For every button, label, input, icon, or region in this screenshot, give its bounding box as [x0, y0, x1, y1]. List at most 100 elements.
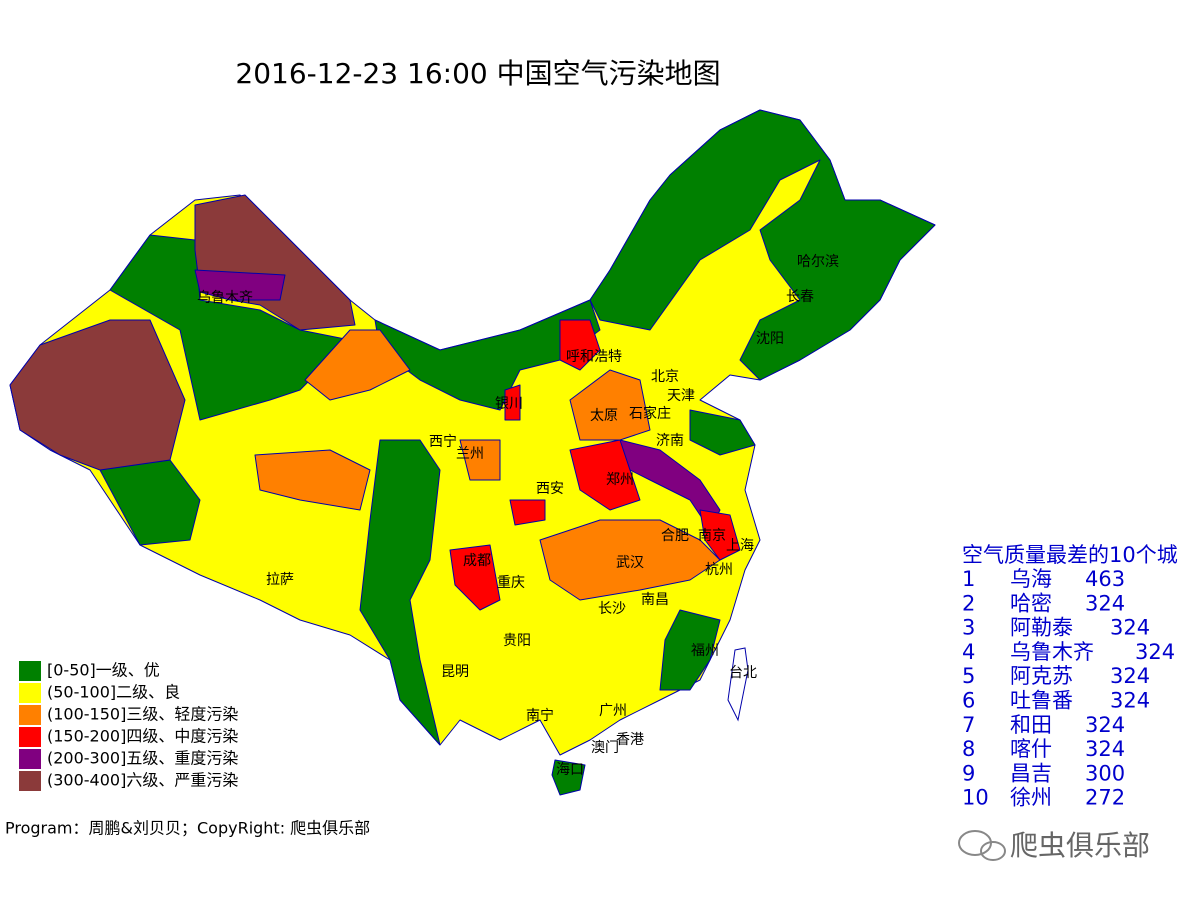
legend-label: (300-400]六级、严重污染 [47, 771, 238, 790]
rank-number: 4 [962, 640, 975, 664]
city-label: 杭州 [705, 562, 733, 578]
rank-city: 喀什 [1010, 737, 1052, 761]
city-label: 哈尔滨 [797, 254, 839, 270]
city-label: 北京 [651, 369, 679, 385]
rank-city: 阿克苏 [1010, 664, 1073, 688]
rank-number: 6 [962, 689, 975, 713]
rank-number: 1 [962, 567, 975, 591]
city-label: 成都 [463, 553, 491, 569]
rank-aqi: 324 [1085, 591, 1125, 615]
rank-aqi: 324 [1110, 664, 1150, 688]
city-label: 长春 [786, 289, 814, 305]
legend-swatch [19, 771, 41, 791]
city-label: 武汉 [616, 555, 644, 571]
rank-city: 阿勒泰 [1010, 616, 1073, 640]
city-label: 郑州 [606, 472, 634, 488]
city-label: 香港 [616, 732, 644, 748]
legend-label: (100-150]三级、轻度污染 [47, 705, 238, 724]
legend-swatch [19, 749, 41, 769]
city-label: 西宁 [429, 433, 457, 450]
watermark: 爬虫俱乐部 [1010, 829, 1150, 862]
city-label: 南昌 [641, 592, 669, 608]
region [659, 609, 721, 691]
region [559, 319, 601, 371]
regions [9, 109, 936, 796]
region [459, 439, 501, 481]
region [359, 439, 441, 746]
city-label: 台北 [729, 665, 757, 681]
rank-aqi: 272 [1085, 786, 1125, 810]
rank-number: 5 [962, 664, 975, 688]
rank-number: 8 [962, 737, 975, 761]
city-label: 兰州 [456, 446, 484, 462]
region [304, 329, 411, 401]
watermark-icon [958, 830, 1006, 861]
legend-swatch [19, 727, 41, 747]
city-label: 长沙 [598, 601, 626, 617]
city-label: 昆明 [441, 664, 469, 680]
city-label: 拉萨 [266, 572, 294, 588]
city-label: 上海 [726, 538, 754, 554]
city-label: 南宁 [526, 707, 554, 724]
rank-city: 吐鲁番 [1010, 689, 1073, 713]
rank-aqi: 324 [1135, 640, 1175, 664]
city-label: 济南 [656, 433, 684, 449]
rank-aqi: 324 [1110, 616, 1150, 640]
city-label: 合肥 [661, 528, 689, 544]
legend-label: (200-300]五级、重度污染 [47, 749, 238, 768]
city-label: 海口 [556, 762, 584, 778]
region [374, 299, 601, 411]
rank-number: 2 [962, 591, 975, 615]
legend: [0-50]一级、优 (50-100]二级、良 (100-150]三级、轻度污染 (1… [19, 661, 238, 791]
island [727, 647, 749, 722]
city-label: 贵阳 [503, 633, 531, 649]
region [539, 519, 721, 601]
city-label: 太原 [590, 408, 618, 424]
region [509, 499, 546, 526]
rank-city: 乌鲁木齐 [1010, 640, 1094, 664]
rank-number: 7 [962, 713, 975, 737]
legend-swatch [19, 683, 41, 703]
legend-label: [0-50]一级、优 [47, 661, 160, 680]
legend-swatch [19, 705, 41, 725]
title: 2016-12-23 16:00 中国空气污染地图 [235, 57, 720, 90]
region [589, 109, 936, 381]
rank-aqi: 324 [1085, 737, 1125, 761]
rank-city: 昌吉 [1010, 761, 1052, 785]
city-label: 沈阳 [756, 331, 784, 347]
region [569, 439, 641, 511]
city-label: 西安 [536, 481, 564, 497]
rank-aqi: 300 [1085, 761, 1125, 785]
region [689, 409, 756, 456]
city-label: 乌鲁木齐 [197, 290, 253, 306]
city-label: 石家庄 [629, 405, 671, 422]
region [449, 544, 501, 611]
region [109, 234, 351, 421]
region [551, 759, 586, 796]
city-label: 南京 [698, 528, 726, 544]
legend-label: (150-200]四级、中度污染 [47, 727, 238, 746]
region [504, 384, 521, 421]
rank-number: 3 [962, 616, 975, 640]
rank-city: 乌海 [1010, 567, 1052, 591]
rank-city: 哈密 [1010, 591, 1052, 615]
city-label: 天津 [667, 388, 695, 404]
region [194, 269, 286, 301]
ranking-title: 空气质量最差的10个城 [962, 543, 1178, 567]
rank-city: 徐州 [1010, 786, 1052, 810]
legend-label: (50-100]二级、良 [47, 683, 180, 702]
city-label: 呼和浩特 [566, 349, 622, 365]
region [9, 319, 186, 471]
rank-city: 和田 [1010, 713, 1052, 737]
region [699, 509, 741, 561]
region [569, 369, 651, 441]
rank-aqi: 463 [1085, 567, 1125, 591]
rank-number: 9 [962, 761, 975, 785]
rank-aqi: 324 [1110, 689, 1150, 713]
city-label: 重庆 [497, 575, 525, 591]
region [254, 449, 371, 511]
